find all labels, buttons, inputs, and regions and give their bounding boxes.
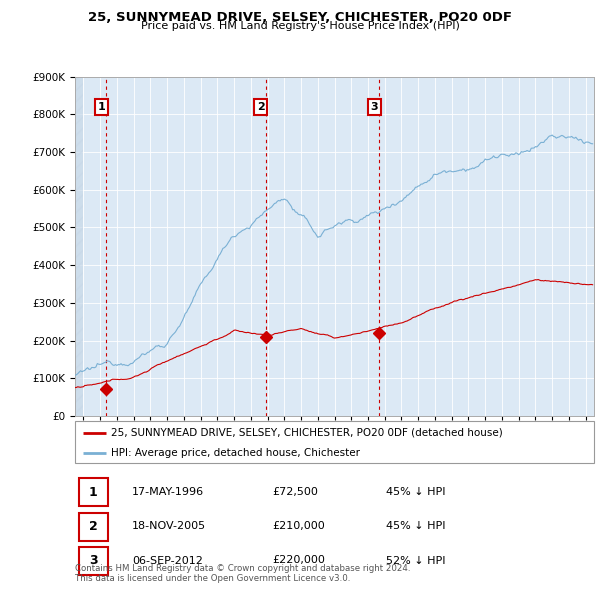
Text: 52% ↓ HPI: 52% ↓ HPI [386,556,446,565]
Text: 25, SUNNYMEAD DRIVE, SELSEY, CHICHESTER, PO20 0DF: 25, SUNNYMEAD DRIVE, SELSEY, CHICHESTER,… [88,11,512,24]
FancyBboxPatch shape [75,421,594,463]
Text: £210,000: £210,000 [272,522,325,531]
Text: 1: 1 [89,486,98,499]
Text: 3: 3 [89,554,97,567]
Text: 17-MAY-1996: 17-MAY-1996 [132,487,204,497]
Text: HPI: Average price, detached house, Chichester: HPI: Average price, detached house, Chic… [112,448,361,457]
Text: 1: 1 [98,102,106,112]
Bar [75,77,83,416]
FancyBboxPatch shape [79,478,107,506]
Text: 3: 3 [370,102,378,112]
Text: £72,500: £72,500 [272,487,318,497]
Text: 2: 2 [257,102,265,112]
Text: 45% ↓ HPI: 45% ↓ HPI [386,522,446,531]
FancyBboxPatch shape [79,547,107,575]
Text: £220,000: £220,000 [272,556,325,565]
Text: 06-SEP-2012: 06-SEP-2012 [132,556,203,565]
Text: Contains HM Land Registry data © Crown copyright and database right 2024.
This d: Contains HM Land Registry data © Crown c… [75,563,410,583]
FancyBboxPatch shape [79,513,107,540]
Text: Price paid vs. HM Land Registry's House Price Index (HPI): Price paid vs. HM Land Registry's House … [140,21,460,31]
Text: 45% ↓ HPI: 45% ↓ HPI [386,487,446,497]
Text: 25, SUNNYMEAD DRIVE, SELSEY, CHICHESTER, PO20 0DF (detached house): 25, SUNNYMEAD DRIVE, SELSEY, CHICHESTER,… [112,428,503,438]
Text: 18-NOV-2005: 18-NOV-2005 [132,522,206,531]
Text: 2: 2 [89,520,98,533]
